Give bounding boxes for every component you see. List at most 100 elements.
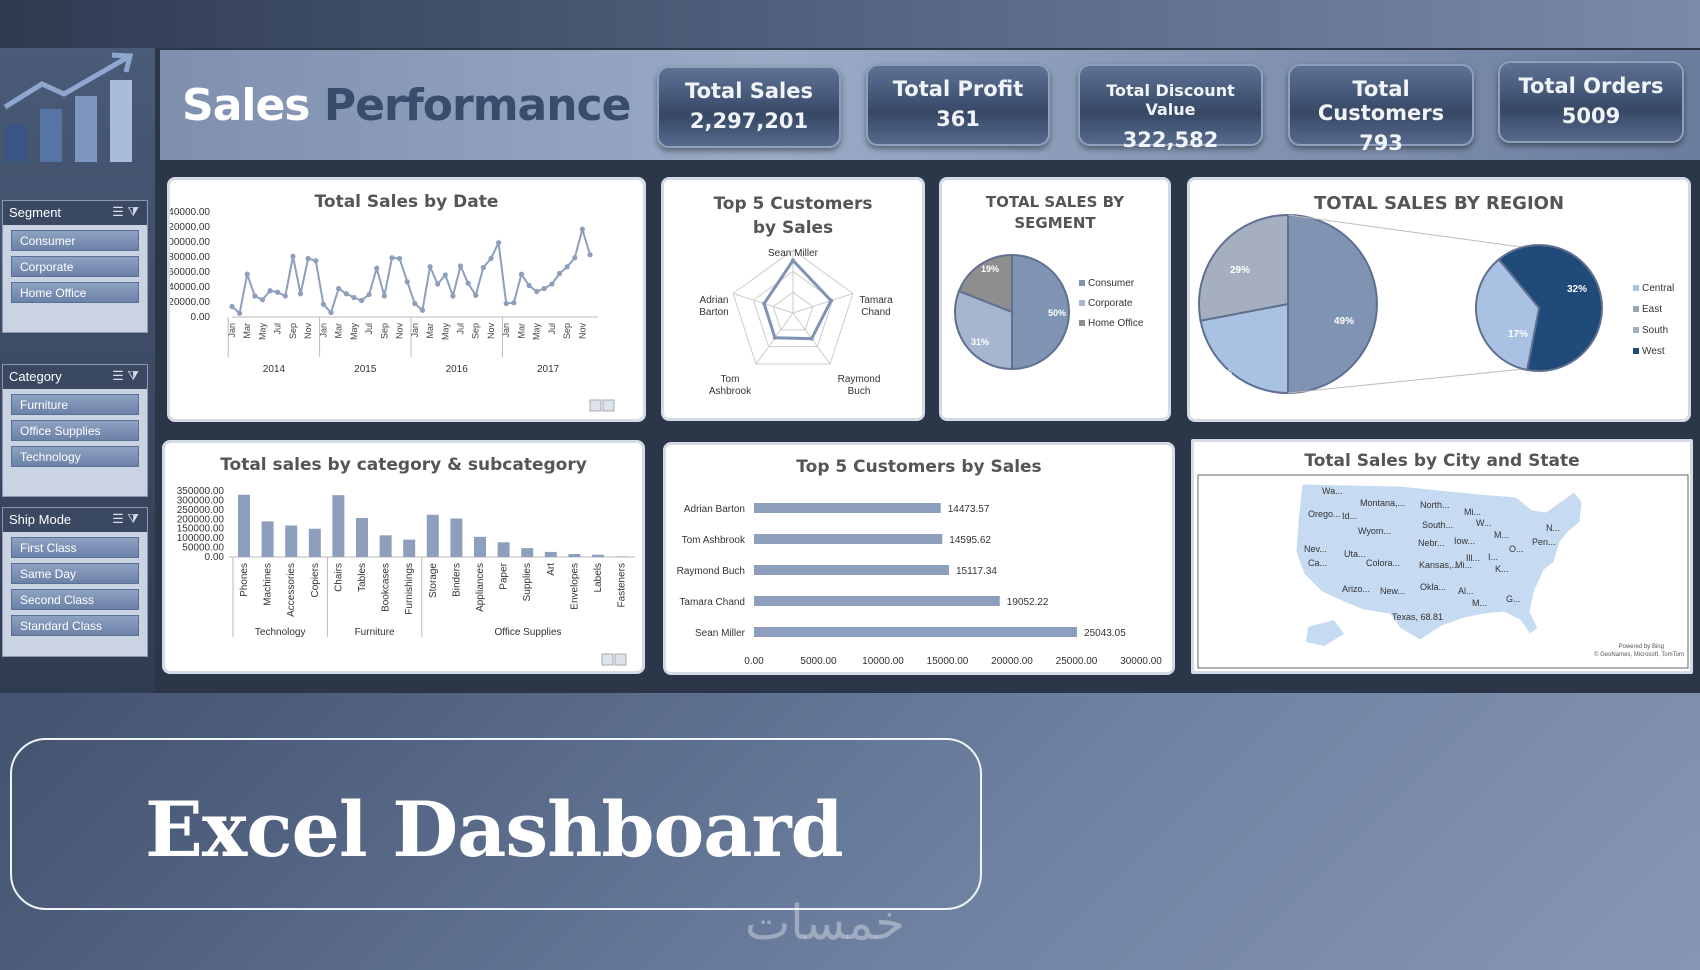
x-tick-label: Machines <box>263 563 274 606</box>
chart-title: Top 5 Customers by Sales <box>713 194 873 238</box>
radar-grid <box>732 249 854 365</box>
map-region-label: Ca... <box>1308 558 1327 568</box>
x-tick-label: May <box>532 323 542 341</box>
line-point <box>442 272 448 278</box>
y-tick-label: 80000.00 <box>170 252 210 263</box>
kpi-total-discount: Total Discount Value 322,582 <box>1078 64 1263 152</box>
line-point <box>282 293 288 299</box>
line-point <box>275 289 281 295</box>
card-top5-bar: Top 5 Customers by Sales Adrian Barton 14… <box>663 442 1175 675</box>
us-map[interactable]: Wa... Montana,... North... Orego... Id... Mi.… <box>1194 442 1690 671</box>
headline: Excel Dashboard <box>145 785 844 874</box>
category-bar <box>592 554 604 557</box>
slicer-item-furniture[interactable]: Furniture <box>11 394 139 415</box>
slicer-item-same-day[interactable]: Same Day <box>11 563 139 584</box>
line-point <box>556 270 563 277</box>
y-tick-label: 40000.00 <box>170 282 210 293</box>
map-region-label: Al... <box>1458 586 1474 596</box>
bar-data-label: 25043.05 <box>1084 628 1126 639</box>
chart-title: TOTAL SALES BY SEGMENT <box>985 193 1125 232</box>
pie-slice <box>1199 302 1289 395</box>
category-bar <box>521 548 534 557</box>
map-region-label: Wyom... <box>1358 526 1391 536</box>
map-region-label: Arizo... <box>1342 584 1370 594</box>
legend-label: West <box>1642 346 1665 357</box>
line-point <box>396 255 403 262</box>
legend-swatch <box>1633 285 1639 291</box>
line-point <box>259 297 266 303</box>
line-point <box>389 255 395 261</box>
category-bar <box>238 494 250 557</box>
y-tick-label: 20000.00 <box>170 297 210 308</box>
map-region-label: Mi... <box>1464 507 1481 517</box>
radar-label: Tom Ashbrook <box>709 374 752 397</box>
map-region-label: K... <box>1495 564 1509 574</box>
legend-label: Central <box>1642 283 1674 294</box>
line-point <box>534 288 540 295</box>
line-point <box>435 281 441 287</box>
line-point <box>457 263 464 269</box>
y-tick-label: 150000.00 <box>177 524 225 535</box>
year-label: 2015 <box>354 364 377 375</box>
y-tick-label: 100000.00 <box>177 533 225 544</box>
line-chart: 140000.00 120000.00 100000.00 80000.00 60000… <box>170 207 615 412</box>
bar-data-label: 15117.34 <box>956 566 997 577</box>
radar-grid <box>772 291 814 331</box>
pie-slice <box>1011 253 1070 371</box>
slicer-item-consumer[interactable]: Consumer <box>11 230 139 251</box>
category-bar <box>308 528 321 557</box>
x-tick-label: Furnishings <box>404 563 415 615</box>
x-tick-label: May <box>349 323 359 341</box>
kpi-total-orders: Total Orders 5009 <box>1498 61 1684 143</box>
card-sales-by-region: TOTAL SALES BY REGION 49% 22% 29% 32% 17% Cen… <box>1187 177 1691 422</box>
slicer-item-second-class[interactable]: Second Class <box>11 589 139 610</box>
radar-label: Raymond Buch <box>838 374 881 397</box>
x-tick-label: May <box>257 323 267 341</box>
x-tick-label: Chairs <box>333 563 344 592</box>
slicer-item-standard-class[interactable]: Standard Class <box>11 615 139 636</box>
y-tick-label: 60000.00 <box>170 267 210 278</box>
category-bar <box>332 495 345 557</box>
x-tick-label: Mar <box>425 323 435 339</box>
map-frame <box>1197 474 1689 669</box>
y-tick-label: 120000.00 <box>170 222 210 233</box>
x-tick-label: Art <box>546 563 557 576</box>
line-point <box>518 271 525 277</box>
group-label: Office Supplies <box>494 627 561 638</box>
category-bar <box>544 551 557 557</box>
slicer-item-corporate[interactable]: Corporate <box>11 256 139 277</box>
map-region-label: Pen... <box>1532 537 1556 547</box>
slicer-item-first-class[interactable]: First Class <box>11 537 139 558</box>
pie-data-label: 29% <box>1230 265 1250 276</box>
clear-filter-icon[interactable]: ☰ ⧩ <box>112 368 139 383</box>
bar-data-label: 14595.62 <box>949 535 991 546</box>
category-bar <box>261 521 274 557</box>
chart-title: Total Sales by City and State <box>1304 451 1580 471</box>
slicer-item-office-supplies[interactable]: Office Supplies <box>11 420 139 441</box>
y-tick-label: Adrian Barton <box>684 504 745 515</box>
y-tick-label: 0.00 <box>191 312 211 323</box>
customer-bar <box>754 596 1000 606</box>
line-point <box>465 280 471 286</box>
growth-chart-logo-icon <box>3 52 134 162</box>
line-point <box>343 291 349 297</box>
x-tick-label: Nov <box>577 323 587 340</box>
slicer-item-home-office[interactable]: Home Office <box>11 282 139 303</box>
legend-swatch <box>1633 306 1639 312</box>
map-region-label: Texas, 68.81 <box>1392 612 1443 622</box>
line-point <box>579 226 585 232</box>
line-point <box>572 255 578 261</box>
category-bar <box>356 517 368 557</box>
kpi-label: Total Discount Value <box>1106 81 1235 119</box>
segment-pie-chart: 50% 31% 19% Consumer Corporate Home Office <box>954 253 1144 371</box>
clear-filter-icon[interactable]: ☰ ⧩ <box>112 511 139 526</box>
multi-select-icon[interactable]: ☰ ⧩ <box>112 204 139 219</box>
category-bar <box>474 536 486 557</box>
kpi-total-customers: Total Customers 793 <box>1288 64 1474 155</box>
y-tick-label: Tamara Chand <box>679 597 745 608</box>
map-region-label: Nev... <box>1304 544 1327 554</box>
legend-label: Home Office <box>1088 318 1144 329</box>
radar-point <box>829 298 834 303</box>
slicer-item-technology[interactable]: Technology <box>11 446 139 467</box>
y-tick-label: 300000.00 <box>177 495 225 506</box>
